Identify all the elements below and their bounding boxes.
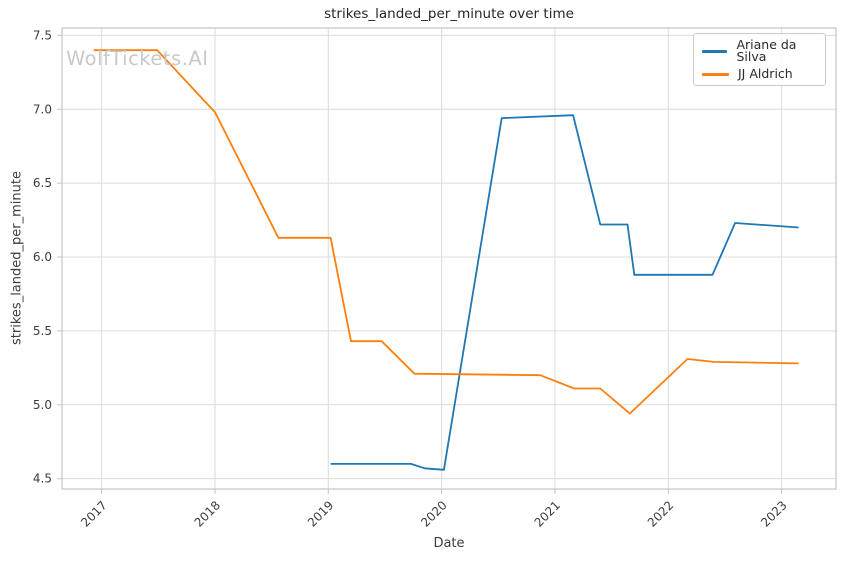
legend-line-swatch-orange [702,72,729,76]
y-tick-label: 6.0 [33,250,52,264]
x-tick-label: 2021 [532,498,563,529]
y-axis-label: strikes_landed_per_minute [9,171,25,345]
watermark: WolfTickets.AI [66,47,209,70]
x-tick-label: 2022 [645,498,676,529]
legend-entry-ariane-da-silva: Ariane da Silva [702,36,825,64]
y-tick-label: 6.5 [33,176,52,190]
plot-border [61,27,837,490]
x-tick-label: 2020 [418,498,449,529]
y-tick-label: 4.5 [33,472,52,486]
y-tick-label: 5.0 [33,398,52,412]
legend-line-swatch-blue [702,49,728,53]
y-tick-label: 7.5 [33,28,52,42]
x-tick-label: 2023 [758,498,789,529]
series-line-1 [93,49,799,415]
legend-label: JJ Aldrich [738,66,793,81]
legend-entry-jj-aldrich: JJ Aldrich [702,66,825,81]
y-tick-label: 7.0 [33,102,52,116]
x-tick-label: 2019 [305,498,336,529]
x-tick-label: 2018 [192,498,223,529]
x-tick-label: 2017 [78,498,109,529]
x-axis-label: Date [433,536,465,551]
chart-title: strikes_landed_per_minute over time [324,6,574,22]
y-tick-label: 5.5 [33,324,52,338]
legend: Ariane da Silva JJ Aldrich [693,33,826,86]
legend-label: Ariane da Silva [736,36,797,64]
series-line-0 [330,114,799,471]
